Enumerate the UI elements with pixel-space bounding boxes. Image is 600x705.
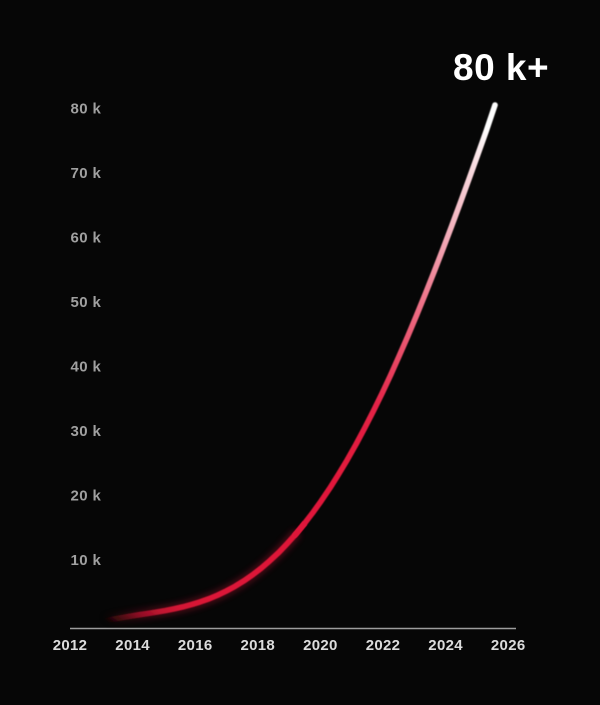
svg-text:2022: 2022 xyxy=(366,637,401,654)
svg-text:2024: 2024 xyxy=(428,637,463,654)
svg-text:60 k: 60 k xyxy=(71,230,102,247)
svg-text:80 k: 80 k xyxy=(71,101,102,118)
svg-text:10 k: 10 k xyxy=(71,552,102,569)
svg-text:2012: 2012 xyxy=(53,637,88,654)
svg-text:30 k: 30 k xyxy=(71,423,102,440)
svg-text:2014: 2014 xyxy=(115,637,150,654)
svg-text:70 k: 70 k xyxy=(71,165,102,182)
svg-text:2026: 2026 xyxy=(491,637,526,654)
svg-text:2020: 2020 xyxy=(303,637,338,654)
svg-text:20 k: 20 k xyxy=(71,488,102,505)
svg-text:80 k+: 80 k+ xyxy=(453,47,549,88)
svg-text:2016: 2016 xyxy=(178,637,213,654)
svg-text:50 k: 50 k xyxy=(71,294,102,311)
svg-text:2018: 2018 xyxy=(241,637,276,654)
svg-text:40 k: 40 k xyxy=(71,359,102,376)
